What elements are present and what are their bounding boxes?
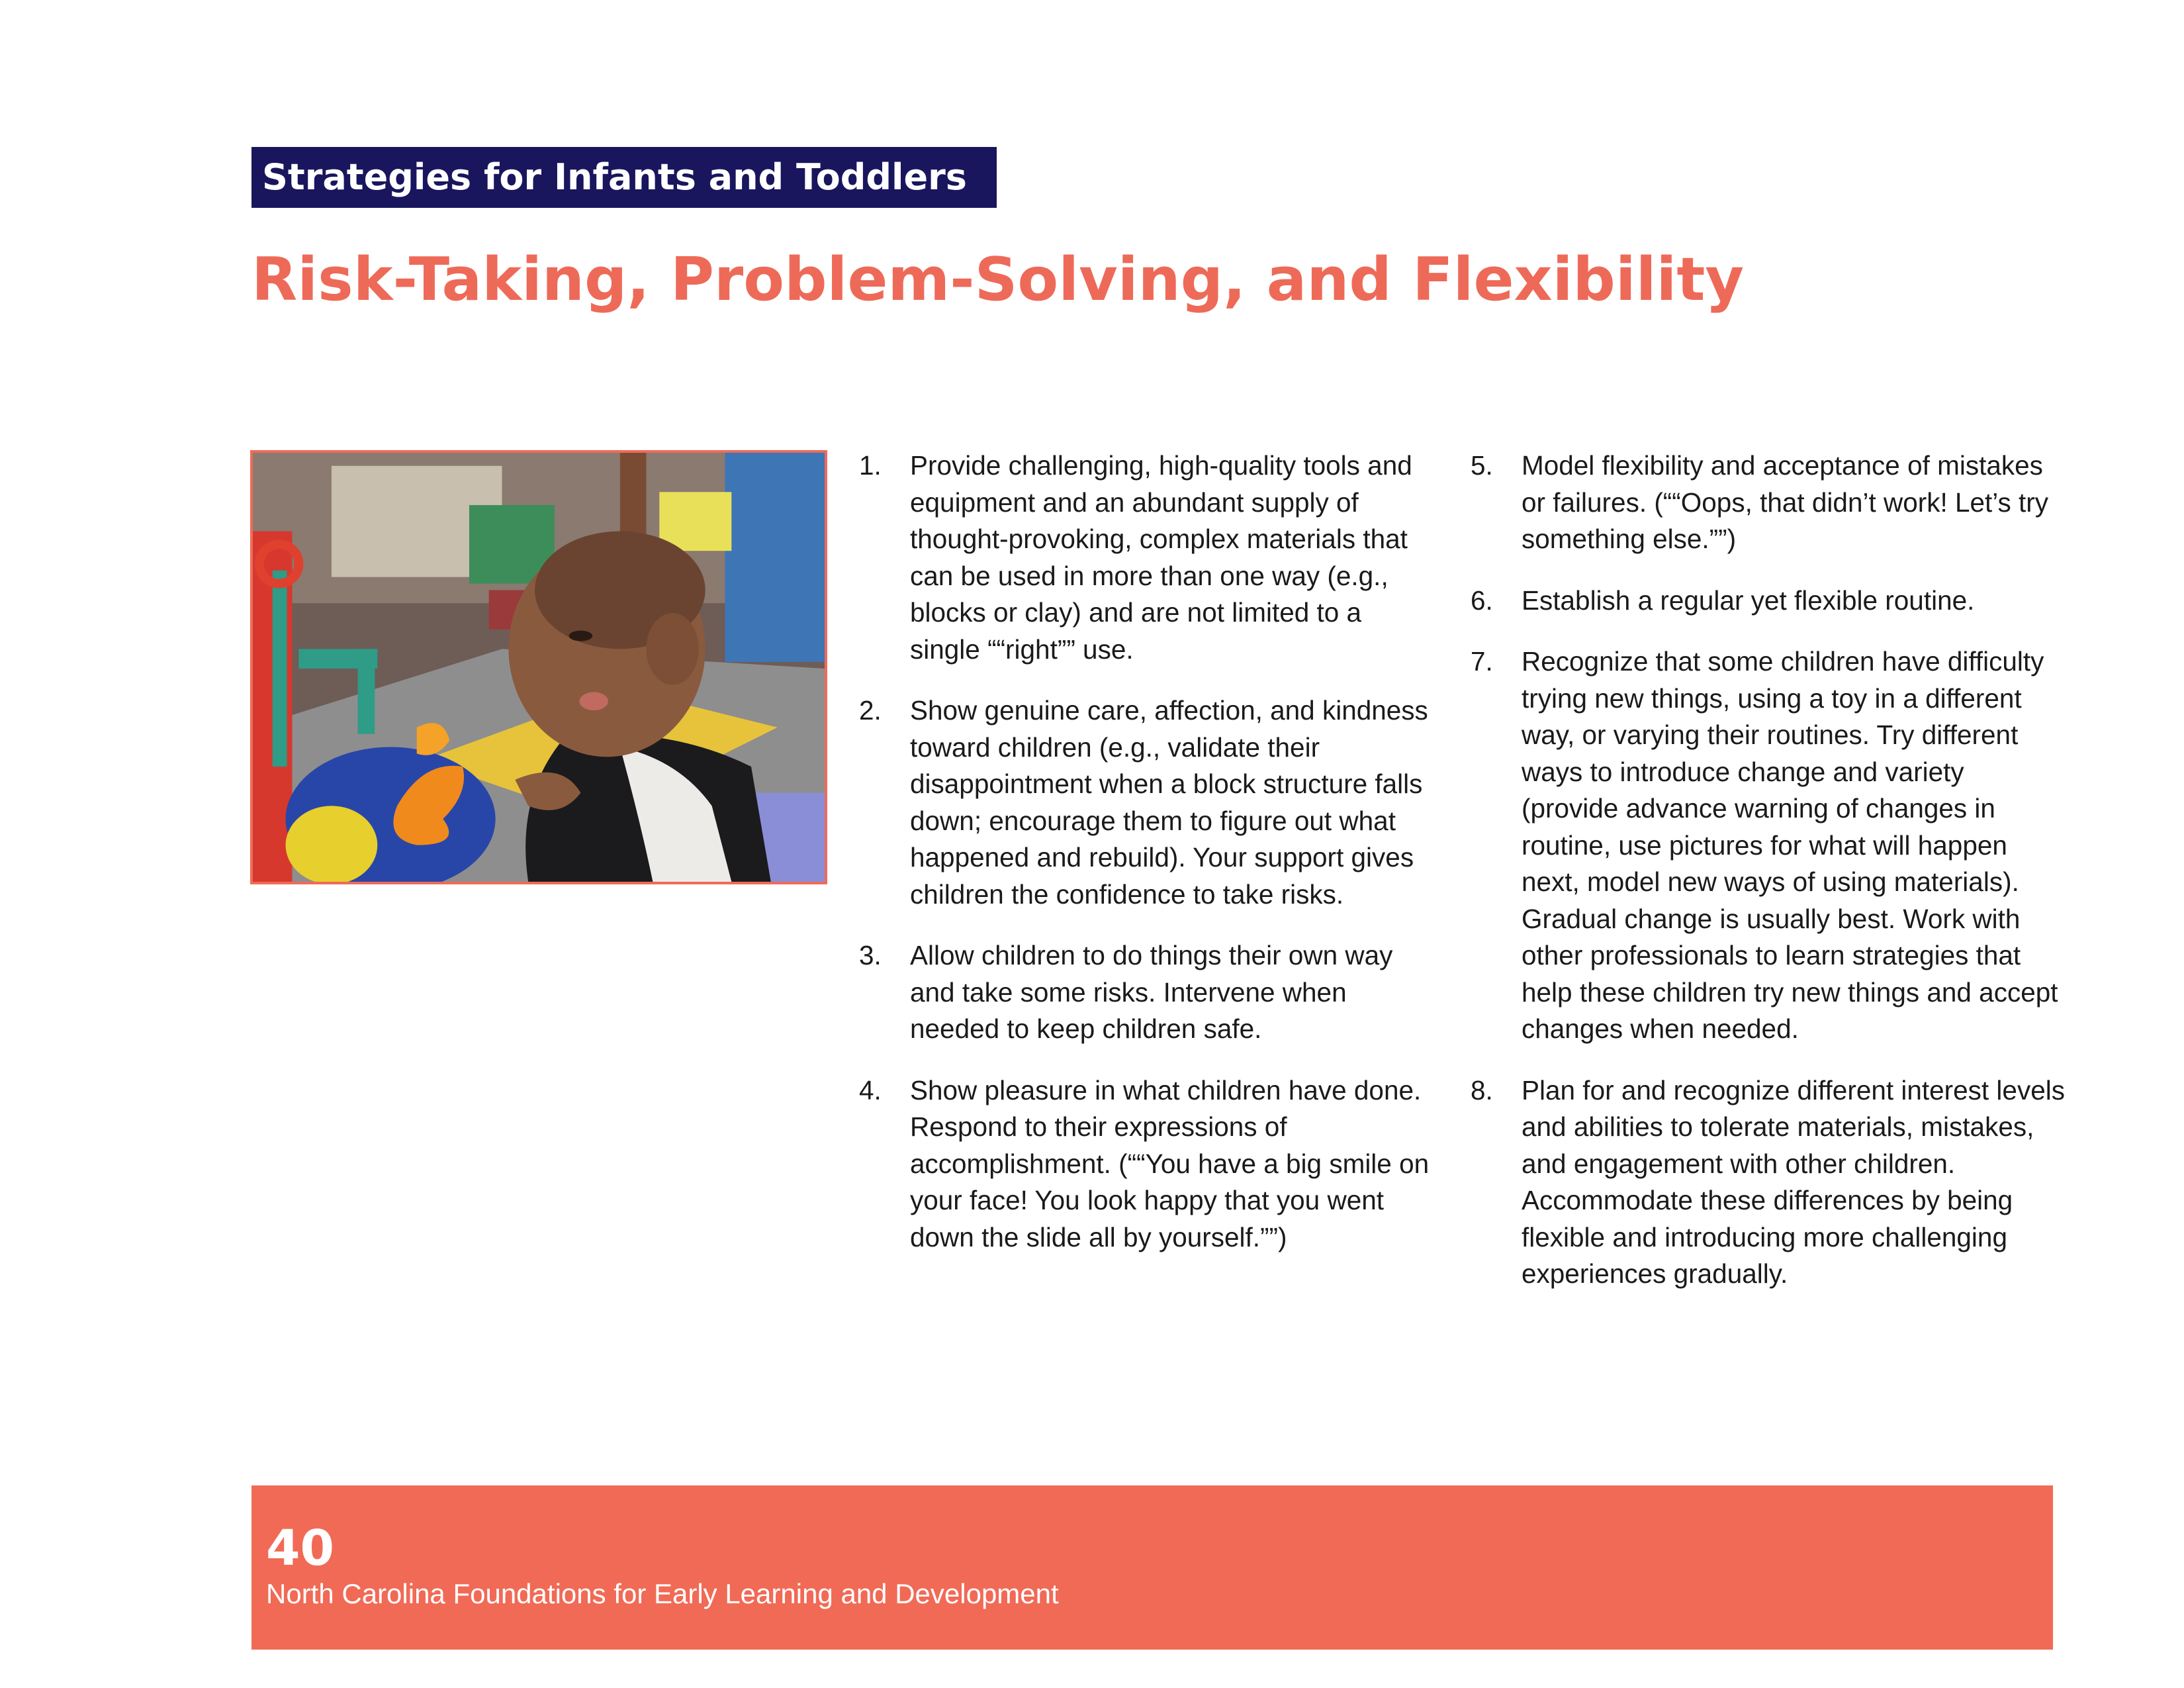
item-number: 6.: [1471, 585, 1493, 616]
item-number: 3.: [859, 940, 882, 970]
item-text: Provide challenging, high-quality tools …: [910, 450, 1412, 665]
photo-illustration: [253, 453, 825, 882]
item-number: 7.: [1471, 646, 1493, 677]
section-banner: Strategies for Infants and Toddlers: [251, 147, 997, 208]
list-item: 8. Plan for and recognize different inte…: [1471, 1072, 2066, 1293]
strategies-column-left: 1. Provide challenging, high-quality too…: [859, 447, 1435, 1280]
item-number: 8.: [1471, 1074, 1493, 1105]
list-item: 5. Model flexibility and acceptance of m…: [1471, 447, 2066, 558]
item-text: Show genuine care, affection, and kindne…: [910, 695, 1428, 910]
list-item: 7. Recognize that some children have dif…: [1471, 643, 2066, 1048]
list-item: 4. Show pleasure in what children have d…: [859, 1072, 1435, 1256]
item-number: 5.: [1471, 450, 1493, 481]
list-item: 2. Show genuine care, affection, and kin…: [859, 692, 1435, 913]
item-text: Recognize that some children have diffic…: [1522, 646, 2058, 1044]
item-text: Establish a regular yet flexible routine…: [1522, 585, 1975, 616]
list-item: 1. Provide challenging, high-quality too…: [859, 447, 1435, 668]
infant-playing-photo: [250, 450, 827, 884]
item-text: Allow children to do things their own wa…: [910, 940, 1393, 1044]
item-text: Plan for and recognize different interes…: [1522, 1074, 2065, 1289]
item-number: 1.: [859, 450, 882, 481]
strategies-column-right: 5. Model flexibility and acceptance of m…: [1471, 447, 2066, 1317]
page-number: 40: [266, 1520, 334, 1577]
item-text: Show pleasure in what children have done…: [910, 1074, 1430, 1252]
item-number: 2.: [859, 695, 882, 726]
item-number: 4.: [859, 1074, 882, 1105]
list-item: 6. Establish a regular yet flexible rout…: [1471, 583, 2066, 620]
publication-title: North Carolina Foundations for Early Lea…: [266, 1578, 1059, 1609]
item-text: Model flexibility and acceptance of mist…: [1522, 450, 2049, 554]
page-title: Risk-Taking, Problem-Solving, and Flexib…: [251, 245, 1745, 314]
list-item: 3. Allow children to do things their own…: [859, 937, 1435, 1048]
page-footer: 40 North Carolina Foundations for Early …: [251, 1485, 2053, 1650]
